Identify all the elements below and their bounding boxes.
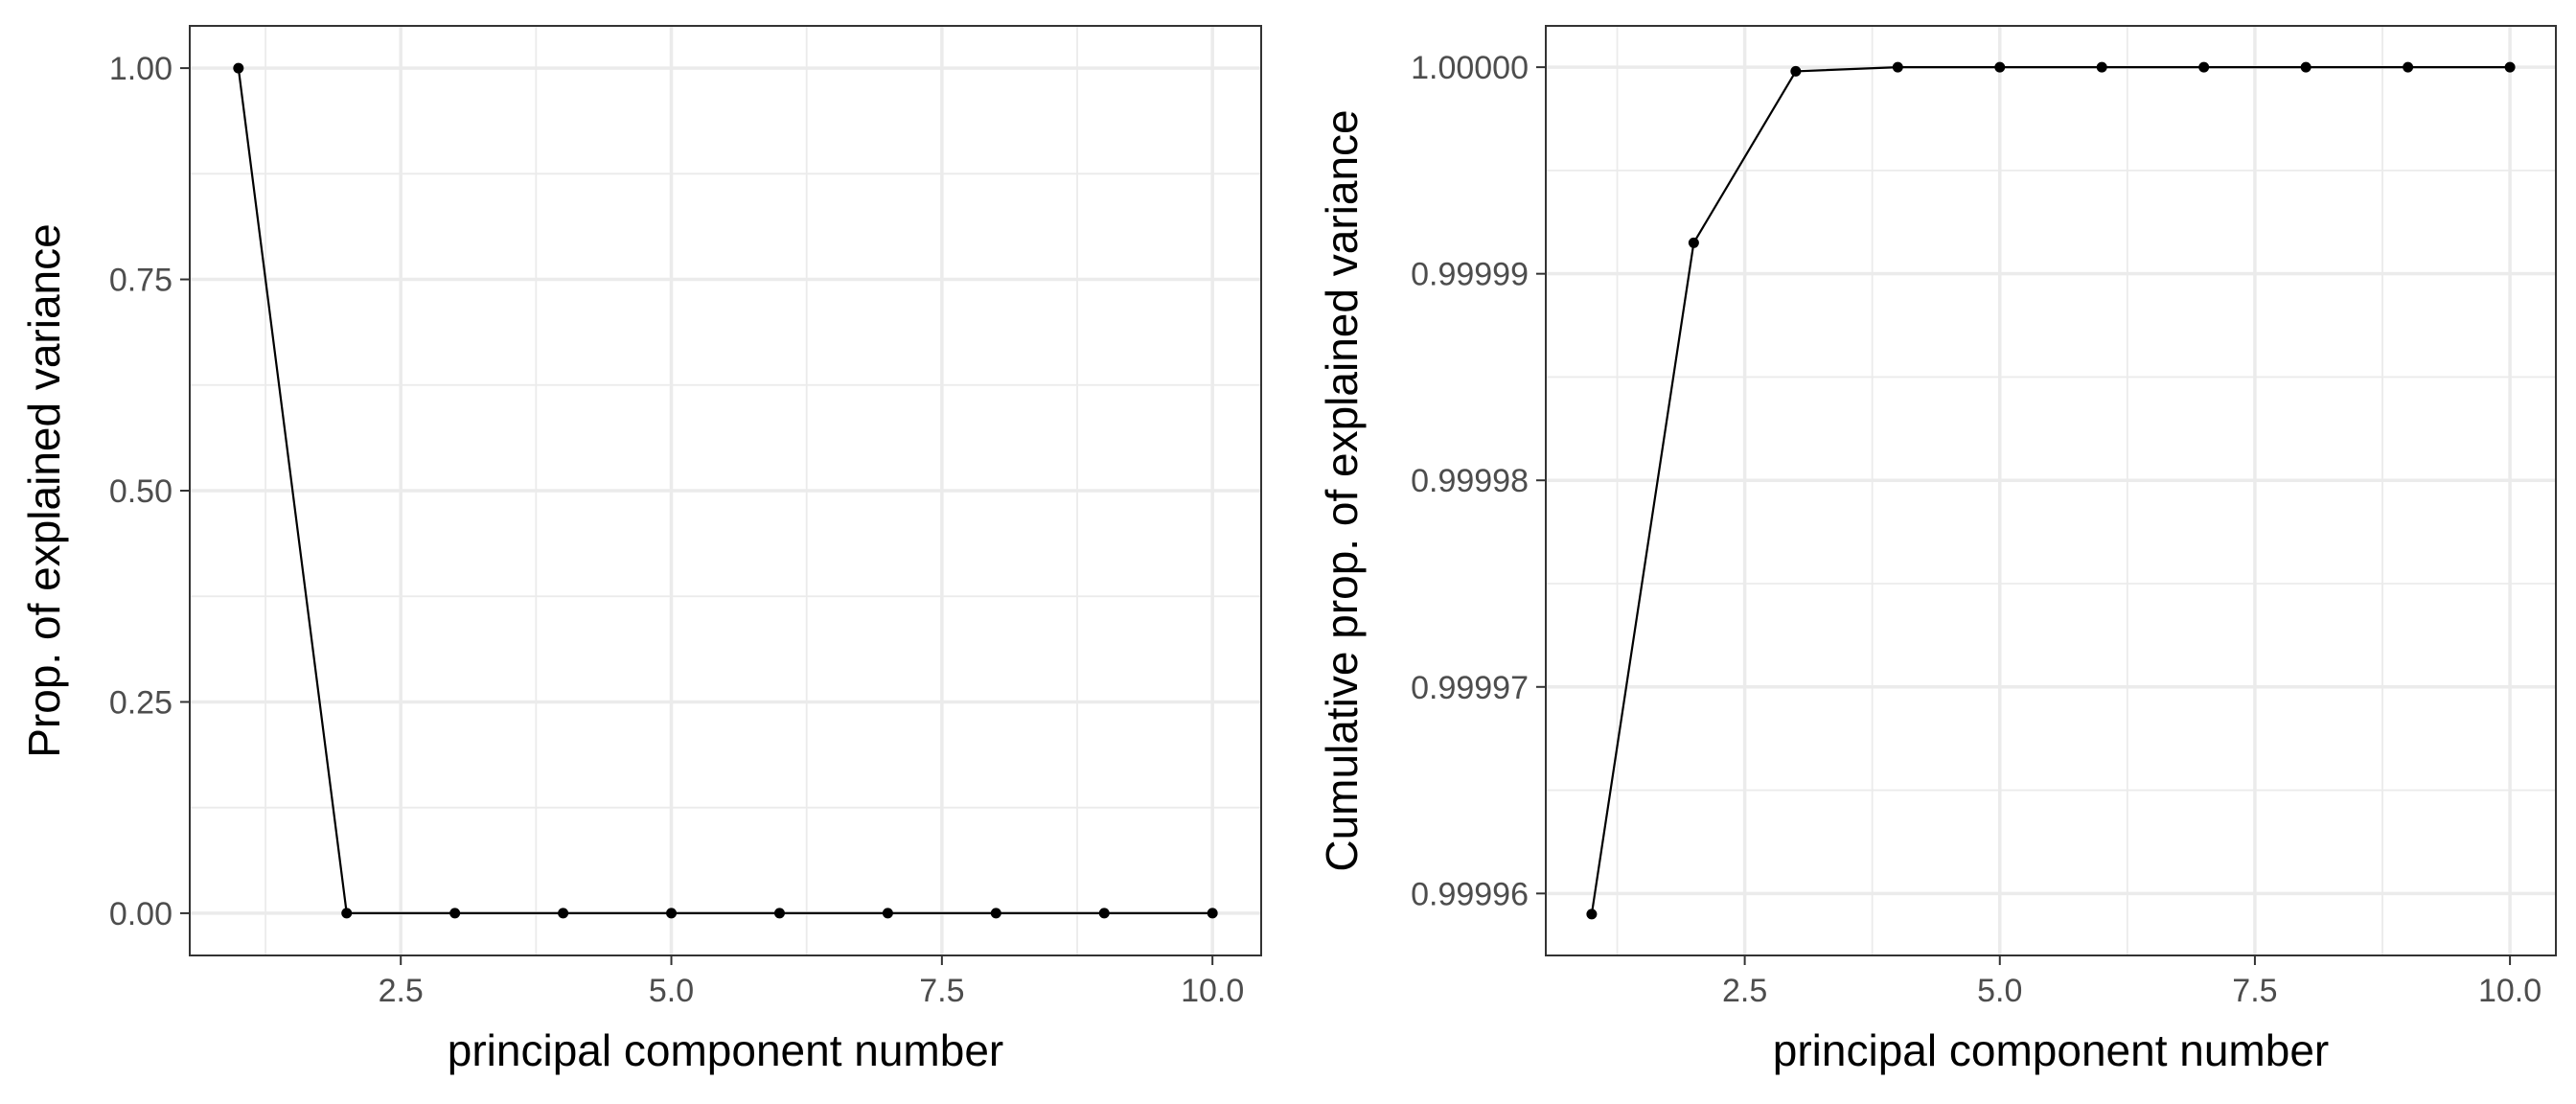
series-line bbox=[237, 67, 1213, 915]
x-tick-label: 7.5 bbox=[919, 973, 964, 1009]
data-point bbox=[1892, 61, 1903, 73]
x-axis-title: principal component number bbox=[448, 1025, 1003, 1075]
left-chart-panel: 2.5 5.0 7.5 10.0 0.00 0.25 0.50 0.75 1.00 princip… bbox=[19, 25, 1262, 1075]
x-tick-label: 5.0 bbox=[1977, 973, 2022, 1009]
y-axis-title: Prop. of explained variance bbox=[19, 223, 69, 757]
y-tick-label: 0.99997 bbox=[1411, 670, 1529, 706]
y-axis-title: Cumulative prop. of explained variance bbox=[1317, 109, 1367, 871]
series-line bbox=[1590, 66, 2511, 915]
x-tick-label: 10.0 bbox=[1181, 973, 1244, 1009]
x-tick-label: 5.0 bbox=[649, 973, 694, 1009]
data-point bbox=[882, 908, 893, 919]
data-point bbox=[1098, 908, 1110, 919]
y-tick-label: 0.75 bbox=[109, 263, 172, 299]
x-tick-label: 10.0 bbox=[2478, 973, 2542, 1009]
data-point bbox=[233, 62, 244, 74]
x-tick-label: 2.5 bbox=[379, 973, 424, 1009]
data-point bbox=[2504, 61, 2516, 73]
data-point bbox=[341, 908, 353, 919]
data-point bbox=[1586, 908, 1598, 920]
data-point bbox=[558, 908, 569, 919]
x-tick-label: 7.5 bbox=[2232, 973, 2277, 1009]
data-point bbox=[666, 908, 678, 919]
data-point bbox=[2403, 61, 2414, 73]
y-tick-label: 1.00 bbox=[109, 51, 172, 87]
y-tick-label: 0.25 bbox=[109, 684, 172, 721]
y-tick-label: 0.99996 bbox=[1411, 876, 1529, 912]
right-chart-panel: 2.5 5.0 7.5 10.0 0.99996 0.99997 0.99998 0.9999… bbox=[1317, 25, 2557, 1075]
data-point bbox=[1688, 237, 1699, 248]
data-point bbox=[773, 908, 785, 919]
y-tick-label: 1.00000 bbox=[1411, 50, 1529, 86]
data-point bbox=[2300, 61, 2312, 73]
panel-border bbox=[1545, 25, 2557, 956]
x-tick-label: 2.5 bbox=[1722, 973, 1767, 1009]
data-point bbox=[1994, 61, 2006, 73]
data-point bbox=[1790, 65, 1802, 77]
x-axis-title: principal component number bbox=[1773, 1025, 2329, 1075]
y-tick-label: 0.00 bbox=[109, 896, 172, 932]
y-tick-label: 0.99998 bbox=[1411, 463, 1529, 499]
data-point bbox=[449, 908, 461, 919]
data-point bbox=[2198, 61, 2210, 73]
y-tick-label: 0.99999 bbox=[1411, 257, 1529, 293]
y-tick-label: 0.50 bbox=[109, 473, 172, 510]
data-point bbox=[2096, 61, 2107, 73]
data-point bbox=[990, 908, 1001, 919]
data-point bbox=[1207, 908, 1218, 919]
